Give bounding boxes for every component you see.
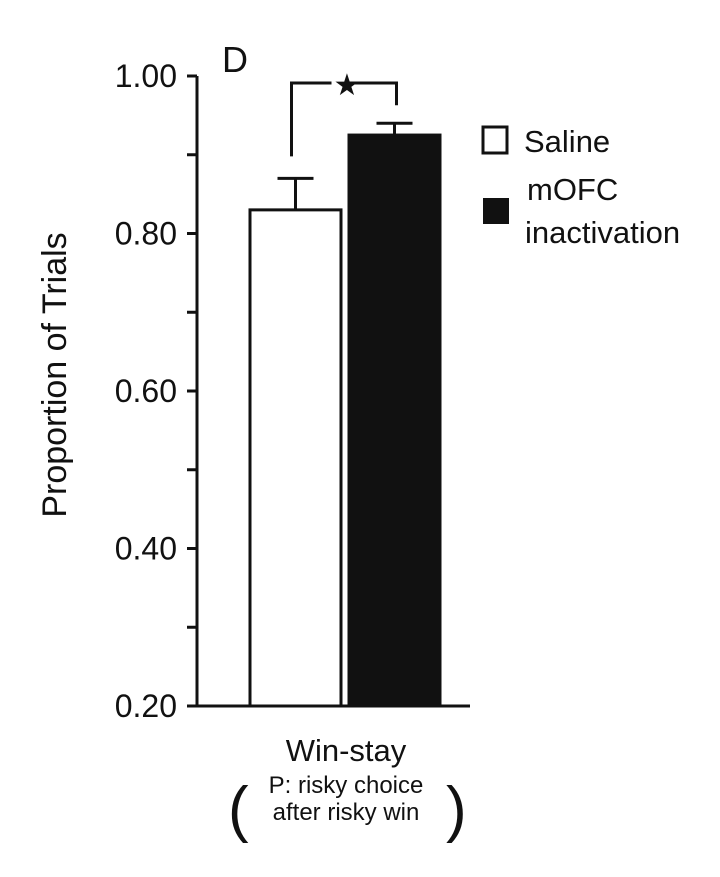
- y-tick-label: 0.80: [115, 216, 177, 252]
- legend-label-mofc-line1: mOFC: [527, 172, 618, 207]
- open-parenthesis: (: [228, 775, 249, 844]
- legend-label-saline: Saline: [524, 124, 610, 159]
- legend-label-mofc-line2: inactivation: [525, 215, 680, 250]
- y-tick-label: 0.20: [115, 688, 177, 724]
- close-parenthesis: ): [446, 775, 467, 844]
- legend-swatch-mofc: [483, 198, 509, 224]
- x-category-label: Win-stay: [286, 733, 407, 768]
- significance-bracket-line: [346, 81, 398, 106]
- bars-group: [248, 121, 442, 708]
- x-category-subtitle-line2: after risky win: [273, 799, 420, 826]
- panel-label: D: [222, 39, 248, 80]
- bar-mofc-inactivation: [347, 133, 442, 708]
- y-tick-label: 0.40: [115, 531, 177, 567]
- x-category-subtitle-line1: P: risky choice: [269, 772, 424, 799]
- significance-bracket: ★: [290, 68, 398, 157]
- y-tick-label: 0.60: [115, 373, 177, 409]
- significance-star: ★: [334, 68, 361, 103]
- y-axis-label: Proportion of Trials: [36, 232, 74, 517]
- bar-saline: [248, 208, 343, 708]
- y-axis-ticks: 0.20 0.40 0.60 0.80 1.00: [115, 58, 197, 724]
- y-tick-label: 1.00: [115, 58, 177, 94]
- legend: Saline mOFC inactivation: [481, 124, 680, 250]
- legend-swatch-saline: [481, 125, 509, 155]
- significance-bracket-line: [290, 81, 332, 157]
